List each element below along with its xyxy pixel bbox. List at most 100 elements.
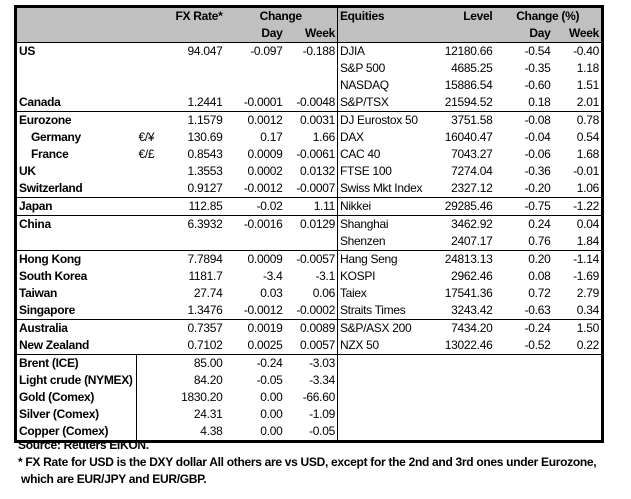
equity-level: 13022.46	[444, 338, 493, 352]
equity-change-week	[552, 389, 602, 406]
equity-change-day: -0.06	[524, 147, 551, 161]
fx-change-week: -0.0002	[296, 303, 335, 317]
currency-pair	[137, 337, 174, 355]
header-blank	[136, 25, 174, 43]
fx-change-week: -1.09	[309, 407, 335, 421]
fx-change-week: 0.0129	[284, 215, 338, 233]
equity-index: KOSPI	[336, 268, 435, 285]
equity-change-day: -0.63	[524, 303, 551, 317]
currency-pair	[137, 43, 174, 61]
currency-pair	[136, 423, 174, 442]
table-row: New Zealand 0.7102 0.0025 0.0057 NZX 50 13022…	[16, 337, 603, 355]
equity-level: 16040.47	[444, 130, 493, 144]
equity-index: S&P/ASX 200	[336, 319, 435, 337]
country-name: Australia	[15, 319, 137, 337]
header-blank	[434, 25, 495, 43]
fx-rate: 0.7357	[173, 319, 225, 337]
fx-rate: 1.1579	[173, 111, 225, 129]
equity-change-day	[494, 354, 553, 372]
fx-change-week	[284, 77, 337, 94]
currency-pair	[137, 77, 174, 94]
table-row: UK 1.3553 0.0002 0.0132 FTSE 100 7274.04 -0.36…	[16, 163, 603, 180]
country-name: Hong Kong	[15, 250, 137, 268]
table-row: Switzerland 0.9127 -0.0012 -0.0007 Swiss Mkt…	[16, 180, 603, 198]
header-week: Week	[284, 25, 338, 43]
equity-change-week: 0.54	[576, 130, 599, 144]
equity-level: 24813.13	[434, 250, 495, 268]
equity-change-week: 1.68	[576, 147, 599, 161]
currency-pair	[137, 285, 174, 302]
header-change-pct: Change (%)	[494, 6, 603, 25]
fx-rate: 112.85	[173, 197, 225, 216]
country-name: Copper (Comex)	[19, 424, 109, 438]
fx-change-week: -3.1	[315, 269, 335, 283]
equity-change-week	[552, 372, 602, 389]
fx-rate: 1.2441	[187, 95, 223, 109]
fx-change-day: -0.02	[224, 197, 285, 216]
table-row: Canada 1.2441 -0.0001 -0.0048 S&P/TSX 21594.5…	[16, 94, 603, 112]
table-row: Hong Kong 7.7894 0.0009 -0.0057 Hang Seng 248…	[15, 250, 603, 268]
table-row: Eurozone 1.1579 0.0012 0.0031 DJ Eurostox 50…	[15, 111, 603, 129]
fx-change-day: -0.24	[224, 354, 285, 372]
header-blank	[15, 6, 137, 25]
currency-pair	[136, 215, 174, 233]
equity-change-day: -0.52	[524, 338, 551, 352]
currency-pair	[136, 319, 174, 337]
equity-level	[434, 372, 494, 389]
equity-level: 2962.46	[451, 269, 493, 283]
equity-level: 12180.66	[444, 44, 493, 58]
equity-level: 17541.36	[444, 286, 493, 300]
country-name: France	[31, 147, 69, 161]
equity-level: 29285.46	[434, 197, 495, 216]
country-name	[16, 233, 137, 251]
equity-level: 3751.58	[434, 111, 495, 129]
equity-change-week: 0.78	[552, 111, 603, 129]
fx-change-day: -0.0012	[243, 181, 283, 195]
country-name	[16, 77, 137, 94]
fx-rate: 24.31	[193, 407, 223, 421]
currency-pair	[137, 94, 174, 112]
country-name: Japan	[15, 197, 137, 216]
equity-index: Hang Seng	[336, 250, 435, 268]
fx-change-day: -3.4	[262, 269, 283, 283]
header-equities: Equities	[336, 6, 435, 25]
table-row: Brent (ICE) 85.00 -0.24 -3.03	[15, 354, 603, 372]
fx-change-day: 0.0012	[224, 111, 285, 129]
equity-index: DJ Eurostox 50	[336, 111, 435, 129]
fx-change-week: -0.188	[302, 44, 336, 58]
equity-change-week: 1.84	[576, 234, 599, 248]
equity-index	[336, 354, 435, 372]
equity-level	[434, 423, 494, 442]
market-summary-table: FX Rate* Change Equities Level Change (%…	[14, 5, 604, 443]
equity-level	[434, 354, 495, 372]
header-fx-rate: FX Rate*	[173, 6, 225, 25]
fx-change-week: 0.06	[312, 286, 335, 300]
fx-change-day: 0.0019	[224, 319, 285, 337]
source-note: Source: Reuters EIKON.	[18, 438, 149, 452]
equity-level: 3462.92	[434, 215, 495, 233]
equity-change-day	[494, 406, 552, 423]
equity-change-week	[552, 423, 602, 442]
equity-change-week: 1.06	[576, 181, 599, 195]
fx-change-week: 0.0057	[300, 338, 335, 352]
table-row: Silver (Comex) 24.31 0.00 -1.09	[16, 406, 603, 423]
fx-rate	[174, 77, 225, 94]
equity-level: 3243.42	[451, 303, 493, 317]
equity-level: 21594.52	[444, 95, 493, 109]
equity-change-day: -0.24	[494, 319, 553, 337]
fx-change-day: 0.0009	[224, 250, 285, 268]
fx-rate: 0.8543	[187, 147, 223, 161]
fx-change-week: -0.0061	[296, 147, 335, 161]
table-row: Gold (Comex) 1830.20 0.00 -66.60	[16, 389, 603, 406]
table-row: France €/£ 0.8543 0.0009 -0.0061 CAC 40 7043.2…	[16, 146, 603, 163]
fx-rate	[174, 233, 225, 251]
country-name: Taiwan	[19, 286, 57, 300]
equity-change-week: -1.69	[573, 269, 599, 283]
fx-rate: 1.3553	[187, 164, 223, 178]
equity-change-week: 0.04	[552, 215, 603, 233]
equity-change-week: 0.34	[576, 303, 599, 317]
fx-rate: 1181.7	[188, 269, 223, 283]
header-change: Change	[224, 6, 338, 25]
equity-index: CAC 40	[336, 146, 435, 163]
header-blank	[136, 6, 174, 25]
